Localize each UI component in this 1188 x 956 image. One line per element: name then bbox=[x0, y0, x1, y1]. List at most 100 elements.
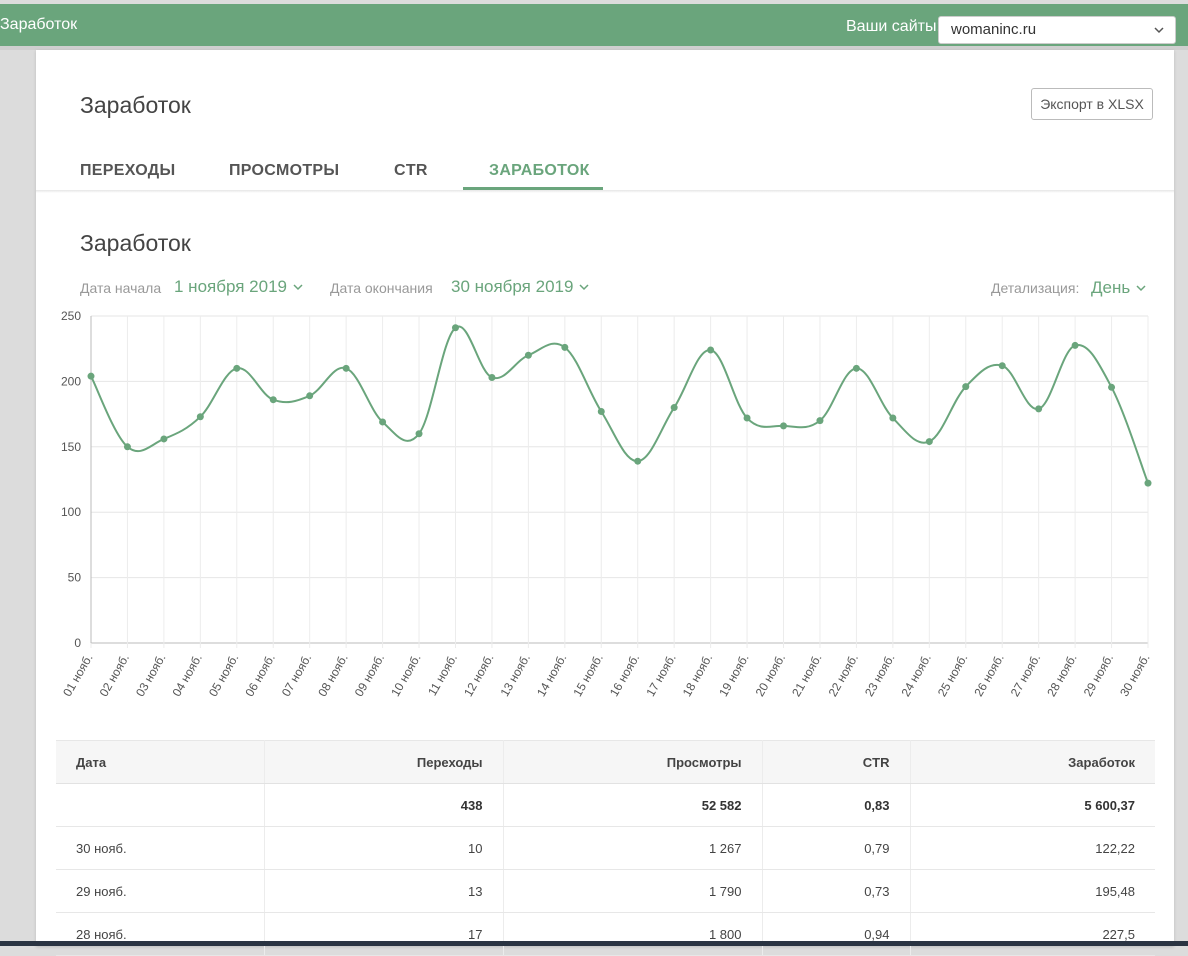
x-tick-label: 07 нояб. bbox=[279, 652, 314, 699]
data-point bbox=[743, 414, 751, 422]
table-cell: 438 bbox=[263, 783, 503, 827]
table-cell: 0,79 bbox=[761, 826, 910, 870]
data-point bbox=[1035, 405, 1043, 413]
table-cell: 5 600,37 bbox=[909, 783, 1155, 827]
data-point bbox=[597, 407, 605, 415]
x-tick-label: 02 нояб. bbox=[97, 652, 132, 699]
data-point bbox=[87, 372, 95, 380]
column-header-ctr[interactable]: CTR bbox=[761, 740, 910, 784]
x-tick-label: 23 нояб. bbox=[862, 652, 897, 699]
chevron-down-icon bbox=[579, 284, 589, 291]
data-point bbox=[1144, 479, 1152, 487]
export-xlsx-button[interactable]: Экспорт в XLSX bbox=[1031, 88, 1153, 120]
chevron-down-icon bbox=[1154, 27, 1164, 34]
start-date-select[interactable]: 1 ноября 2019 bbox=[174, 277, 304, 297]
x-tick-label: 16 нояб. bbox=[607, 652, 642, 699]
data-point bbox=[451, 324, 459, 332]
column-header-views[interactable]: Просмотры bbox=[502, 740, 762, 784]
end-date-value: 30 ноября 2019 bbox=[451, 277, 574, 296]
table-cell: 17 bbox=[263, 912, 503, 956]
end-date-select[interactable]: 30 ноября 2019 bbox=[451, 277, 590, 297]
x-tick-label: 09 нояб. bbox=[352, 652, 387, 699]
tab-views[interactable]: ПРОСМОТРЫ bbox=[229, 162, 340, 179]
tab-clicks[interactable]: ПЕРЕХОДЫ bbox=[80, 162, 176, 179]
table-cell: 10 bbox=[263, 826, 503, 870]
data-point bbox=[1071, 341, 1079, 349]
x-tick-label: 21 нояб. bbox=[789, 652, 824, 699]
table-cell: 0,94 bbox=[761, 912, 910, 956]
table-cell: 1 800 bbox=[502, 912, 762, 956]
y-tick-label: 150 bbox=[61, 440, 81, 454]
y-tick-label: 250 bbox=[61, 309, 81, 323]
column-header-date[interactable]: Дата bbox=[56, 740, 264, 784]
x-tick-label: 12 нояб. bbox=[461, 652, 496, 699]
data-point bbox=[379, 418, 387, 426]
x-tick-label: 28 нояб. bbox=[1044, 652, 1079, 699]
detail-value: День bbox=[1091, 278, 1131, 297]
table-cell: 195,48 bbox=[909, 869, 1155, 913]
topbar-shadow bbox=[0, 46, 1188, 50]
x-tick-label: 05 нояб. bbox=[206, 652, 241, 699]
x-tick-label: 18 нояб. bbox=[680, 652, 715, 699]
x-tick-label: 13 нояб. bbox=[498, 652, 533, 699]
data-point bbox=[670, 404, 678, 412]
x-tick-label: 24 нояб. bbox=[898, 652, 933, 699]
table-cell bbox=[56, 783, 264, 827]
x-tick-label: 08 нояб. bbox=[315, 652, 350, 699]
x-tick-label: 25 нояб. bbox=[935, 652, 970, 699]
table-cell: 0,73 bbox=[761, 869, 910, 913]
data-point bbox=[925, 438, 933, 446]
data-point bbox=[634, 457, 642, 465]
data-point bbox=[160, 435, 168, 443]
active-tab-indicator bbox=[463, 187, 603, 190]
tab-earnings[interactable]: ЗАРАБОТОК bbox=[489, 162, 590, 179]
table-cell: 1 267 bbox=[502, 826, 762, 870]
x-tick-label: 29 нояб. bbox=[1081, 652, 1116, 699]
x-tick-label: 19 нояб. bbox=[716, 652, 751, 699]
data-point bbox=[1108, 383, 1116, 391]
end-date-label: Дата окончания bbox=[330, 280, 433, 296]
y-tick-label: 50 bbox=[68, 571, 82, 585]
data-point bbox=[998, 362, 1006, 370]
app-title: Заработок bbox=[0, 16, 78, 33]
page-title: Заработок bbox=[80, 92, 191, 118]
table-row: 28 нояб. 17 1 800 0,94 227,5 bbox=[56, 912, 1155, 956]
column-header-earnings[interactable]: Заработок bbox=[909, 740, 1155, 784]
x-tick-label: 30 нояб. bbox=[1117, 652, 1152, 699]
data-point bbox=[524, 351, 532, 359]
data-point bbox=[233, 364, 241, 372]
site-select[interactable]: womaninc.ru bbox=[938, 16, 1176, 44]
sites-label: Ваши сайты: bbox=[846, 18, 941, 35]
table-cell: 13 bbox=[263, 869, 503, 913]
column-header-clicks[interactable]: Переходы bbox=[263, 740, 503, 784]
y-tick-label: 100 bbox=[61, 505, 81, 519]
data-point bbox=[269, 396, 277, 404]
x-tick-label: 15 нояб. bbox=[570, 652, 605, 699]
x-tick-label: 04 нояб. bbox=[169, 652, 204, 699]
data-point bbox=[780, 422, 788, 430]
y-tick-label: 0 bbox=[74, 636, 81, 650]
start-date-value: 1 ноября 2019 bbox=[174, 277, 287, 296]
x-tick-label: 22 нояб. bbox=[826, 652, 861, 699]
data-point bbox=[342, 364, 350, 372]
detail-select[interactable]: День bbox=[1091, 278, 1147, 298]
table-cell: 1 790 bbox=[502, 869, 762, 913]
table-cell: 30 нояб. bbox=[56, 826, 264, 870]
x-tick-label: 11 нояб. bbox=[425, 652, 460, 699]
tab-ctr[interactable]: CTR bbox=[394, 162, 428, 179]
x-tick-label: 06 нояб. bbox=[242, 652, 277, 699]
x-tick-label: 03 нояб. bbox=[133, 652, 168, 699]
header-divider bbox=[36, 190, 1174, 193]
data-point bbox=[816, 417, 824, 425]
start-date-label: Дата начала bbox=[80, 280, 162, 296]
x-tick-label: 01 нояб. bbox=[60, 652, 95, 699]
earnings-series-line bbox=[90, 325, 1149, 484]
data-point bbox=[488, 373, 496, 381]
detail-label: Детализация: bbox=[991, 280, 1080, 296]
chevron-down-icon bbox=[293, 284, 303, 291]
table-cell: 227,5 bbox=[909, 912, 1155, 956]
table-cell: 122,22 bbox=[909, 826, 1155, 870]
table-cell: 52 582 bbox=[502, 783, 762, 827]
x-tick-label: 17 нояб. bbox=[643, 652, 678, 699]
